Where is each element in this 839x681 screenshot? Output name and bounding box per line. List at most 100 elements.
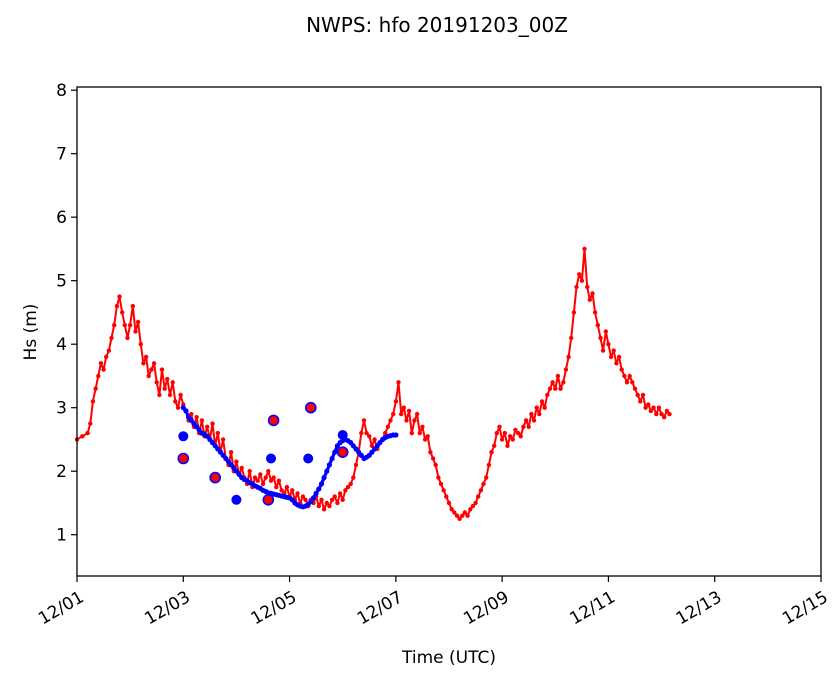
data-point-0-17: [125, 335, 130, 341]
data-point-0-26: [149, 367, 154, 372]
plot-area: [74, 246, 672, 521]
data-point-0-180: [558, 386, 563, 391]
data-point-1-50: [313, 490, 319, 496]
data-point-0-75: [279, 488, 284, 493]
data-point-0-29: [157, 392, 162, 398]
data-point-0-65: [252, 475, 258, 480]
data-point-0-149: [476, 494, 481, 499]
data-point-0-157: [497, 424, 502, 429]
data-point-0-122: [404, 418, 409, 423]
data-point-1-54: [324, 468, 330, 474]
data-point-0-204: [622, 373, 627, 379]
y-tick-label-0: 1: [56, 526, 67, 546]
data-point-0-129: [422, 437, 428, 442]
y-tick-label-3: 4: [56, 335, 67, 355]
observation-marker-2: [262, 493, 275, 506]
data-point-0-198: [606, 342, 611, 347]
data-point-0-168: [526, 424, 531, 429]
data-point-0-66: [255, 478, 260, 483]
data-point-0-170: [531, 418, 537, 423]
data-point-0-173: [539, 399, 545, 404]
data-point-0-139: [449, 507, 454, 512]
data-point-0-175: [545, 392, 550, 398]
data-point-0-154: [489, 450, 494, 455]
data-point-1-52: [318, 481, 325, 487]
data-point-0-208: [632, 386, 638, 391]
large-marker-9: [337, 430, 348, 440]
data-point-0-108: [367, 434, 372, 439]
data-point-0-110: [372, 437, 377, 442]
data-point-0-133: [433, 462, 438, 468]
data-point-0-158: [499, 437, 505, 442]
plot-frame: [76, 86, 822, 577]
data-point-1-51: [316, 486, 322, 492]
data-point-1-56: [329, 455, 335, 462]
data-point-0-67: [258, 472, 263, 477]
data-point-0-163: [513, 427, 518, 433]
data-point-0-190: [585, 284, 590, 290]
data-point-0-213: [646, 402, 651, 407]
data-point-0-130: [425, 434, 430, 439]
data-point-0-193: [592, 310, 598, 315]
data-point-0-186: [574, 284, 579, 290]
data-point-0-191: [587, 297, 592, 302]
data-point-0-84: [303, 497, 308, 502]
data-point-0-120: [399, 411, 404, 417]
data-point-0-164: [515, 430, 521, 436]
data-point-1-57: [332, 449, 338, 455]
data-point-0-69: [263, 475, 268, 480]
y-tick-label-7: 8: [56, 81, 67, 101]
observation-marker-3: [267, 414, 280, 427]
data-point-0-134: [436, 475, 441, 480]
data-point-0-209: [635, 392, 640, 398]
data-point-0-71: [268, 478, 274, 483]
data-point-0-196: [600, 348, 606, 353]
data-point-0-28: [154, 380, 159, 385]
data-point-1-55: [326, 462, 332, 468]
data-point-0-210: [638, 399, 643, 404]
data-point-0-215: [651, 405, 656, 410]
data-point-0-53: [220, 437, 226, 442]
data-point-0-25: [146, 373, 151, 379]
data-point-0-43: [194, 415, 199, 420]
y-tick-label-1: 2: [56, 462, 67, 482]
data-point-0-63: [247, 469, 252, 474]
data-point-1-53: [321, 475, 327, 481]
data-point-0-30: [159, 367, 165, 372]
data-point-0-99: [343, 488, 348, 493]
data-point-0-176: [547, 386, 553, 391]
data-point-0-98: [340, 497, 345, 502]
data-point-0-207: [630, 380, 635, 385]
data-point-0-220: [664, 408, 670, 414]
large-marker-5: [266, 453, 276, 464]
data-point-0-146: [468, 507, 473, 512]
data-point-0-152: [484, 475, 489, 480]
data-point-0-79: [290, 488, 295, 493]
data-point-0-177: [550, 380, 555, 385]
data-point-0-6: [96, 373, 101, 379]
data-point-0-81: [295, 491, 300, 496]
data-point-1-1: [183, 408, 189, 414]
data-point-0-142: [457, 516, 462, 521]
data-point-0-148: [473, 500, 478, 506]
data-point-0-14: [117, 294, 122, 299]
data-point-0-114: [383, 430, 388, 436]
data-point-0-183: [566, 354, 571, 360]
data-point-0-160: [505, 443, 510, 448]
data-point-0-106: [361, 418, 367, 423]
data-point-0-1: [80, 434, 85, 439]
data-point-0-203: [619, 367, 624, 372]
data-point-0-105: [359, 430, 364, 436]
data-point-0-94: [329, 497, 335, 502]
data-point-0-182: [563, 367, 569, 372]
data-point-0-118: [393, 399, 399, 404]
data-point-0-131: [428, 450, 433, 455]
chart-title: NWPS: hfo 20191203_00Z: [306, 13, 568, 37]
data-point-0-95: [332, 494, 337, 499]
data-point-0-185: [571, 310, 577, 315]
data-point-0-60: [239, 465, 244, 471]
data-point-0-109: [369, 443, 375, 448]
data-point-0-33: [167, 392, 173, 398]
data-point-0-205: [624, 380, 630, 385]
data-point-0-97: [337, 491, 343, 496]
